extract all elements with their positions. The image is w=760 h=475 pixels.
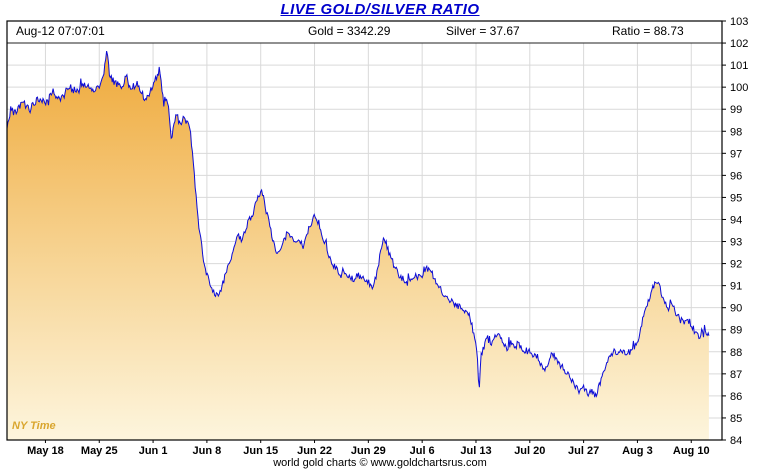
x-tick-label: May 25 [81, 445, 118, 457]
y-tick-label: 101 [730, 60, 748, 72]
x-tick-label: Aug 10 [673, 445, 710, 457]
y-tick-label: 89 [730, 325, 742, 337]
y-tick-label: 93 [730, 237, 742, 249]
ratio-line [6, 50, 710, 398]
y-tick-label: 88 [730, 347, 742, 359]
silver-price-value: Silver = 37.67 [446, 24, 520, 38]
x-tick-label: Jun 1 [139, 445, 168, 457]
y-tick-label: 85 [730, 413, 742, 425]
y-tick-label: 91 [730, 281, 742, 293]
x-tick-label: Aug 3 [622, 445, 653, 457]
x-tick-label: Jun 29 [351, 445, 386, 457]
ratio-value: Ratio = 88.73 [612, 24, 684, 38]
y-tick-label: 90 [730, 303, 742, 315]
plot-frame [6, 20, 723, 441]
x-tick-label: Jul 13 [460, 445, 491, 457]
x-tick-label: Jun 22 [297, 445, 332, 457]
y-tick-label: 96 [730, 170, 742, 182]
y-tick-label: 87 [730, 369, 742, 381]
x-tick-label: Jul 20 [514, 445, 545, 457]
x-tick-label: Jul 6 [410, 445, 435, 457]
x-tick-label: Jun 8 [193, 445, 222, 457]
y-tick-label: 92 [730, 259, 742, 271]
y-tick-label: 102 [730, 38, 748, 50]
timestamp-label: Aug-12 07:07:01 [16, 24, 105, 38]
x-tick-label: May 18 [27, 445, 64, 457]
y-tick-label: 97 [730, 148, 742, 160]
ratio-area-fill [7, 51, 709, 440]
y-tick-label: 94 [730, 214, 742, 226]
y-tick-label: 98 [730, 126, 742, 138]
y-tick-label: 86 [730, 391, 742, 403]
y-tick-label: 84 [730, 435, 742, 447]
y-tick-label: 100 [730, 82, 748, 94]
y-tick-label: 99 [730, 104, 742, 116]
gold-price-value: Gold = 3342.29 [308, 24, 391, 38]
y-tick-label: 103 [730, 16, 748, 28]
copyright-caption: world gold charts © www.goldchartsrus.co… [273, 457, 487, 469]
x-tick-label: Jun 15 [243, 445, 278, 457]
y-tick-label: 95 [730, 192, 742, 204]
x-tick-label: Jul 27 [568, 445, 599, 457]
ny-time-label: NY Time [12, 420, 56, 432]
chart-title: LIVE GOLD/SILVER RATIO [280, 1, 480, 18]
